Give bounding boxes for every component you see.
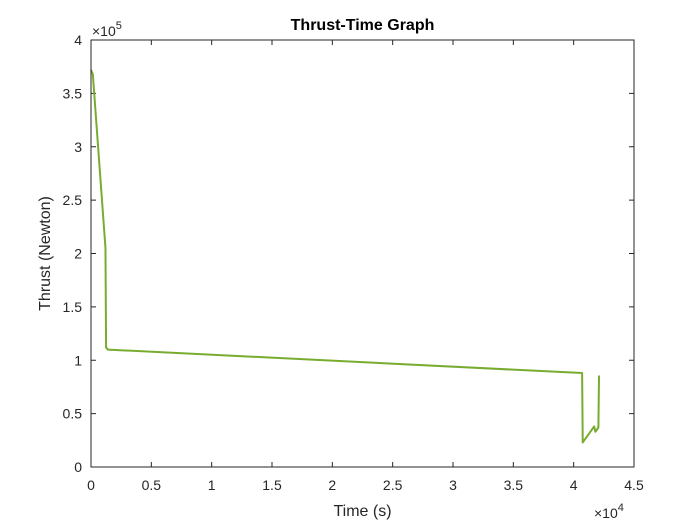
x-tick-label: 3.5	[504, 477, 524, 493]
chart-title: Thrust-Time Graph	[291, 17, 435, 34]
x-tick-label: 1	[208, 477, 216, 493]
y-tick-label: 1.5	[63, 299, 83, 315]
x-tick-label: 1.5	[262, 477, 282, 493]
series-line-thrust	[90, 69, 601, 444]
x-tick-label: 0.5	[142, 477, 162, 493]
y-multiplier-text: ×10	[92, 23, 116, 39]
y-tick-label: 4	[74, 32, 82, 48]
y-tick-label: 1	[74, 352, 82, 368]
x-tick-label: 4	[570, 477, 578, 493]
y-axis-label: Thrust (Newton)	[37, 196, 54, 311]
y-tick-label: 0	[74, 459, 82, 475]
y-tick-label: 3	[74, 139, 82, 155]
ticks-layer: 0 0.5 1 1.5 2 2.5 3 3.5 4 4.5 0 0.5 1 1.5 2 2.5 3 3.5 4	[63, 32, 644, 493]
x-tick-label: 0	[87, 477, 95, 493]
y-tick-label: 2	[74, 246, 82, 262]
y-tick-label: 2.5	[63, 192, 83, 208]
x-axis-label: Time (s)	[333, 503, 391, 520]
x-tick-label: 2	[328, 477, 336, 493]
y-exponent-label: ×105	[92, 20, 122, 39]
x-exponent-text: 4	[618, 502, 624, 514]
x-exponent-label: ×104	[594, 502, 624, 521]
y-tick-label: 3.5	[63, 85, 83, 101]
plot-background	[91, 40, 634, 467]
x-tick-label: 4.5	[624, 477, 644, 493]
plot-frame	[90, 39, 635, 468]
y-tick-label: 0.5	[63, 406, 83, 422]
x-multiplier-text: ×10	[594, 505, 618, 521]
x-tick-label: 3	[449, 477, 457, 493]
x-tick-label: 2.5	[383, 477, 403, 493]
y-exponent-text: 5	[116, 20, 122, 32]
